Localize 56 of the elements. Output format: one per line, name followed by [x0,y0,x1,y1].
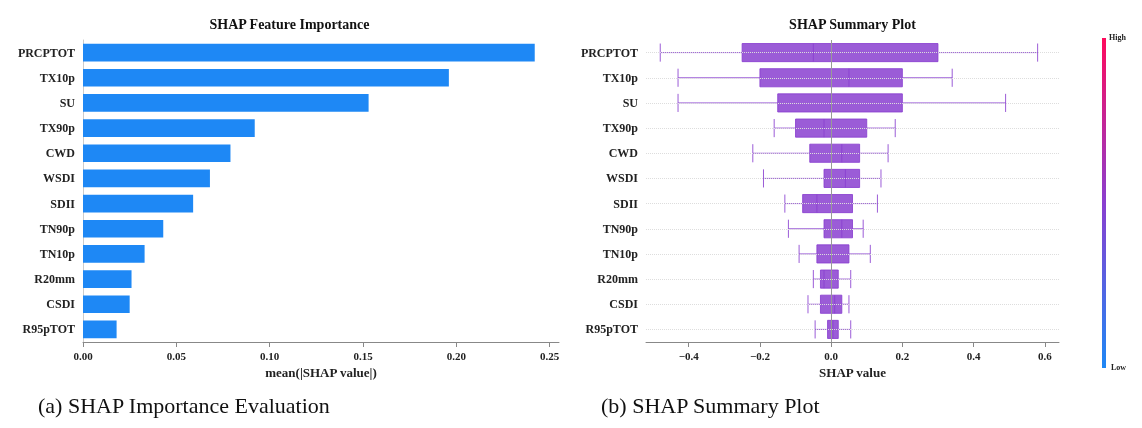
y-tick-label: SU [622,95,639,110]
y-tick-label: R20mm [597,272,638,287]
x-tick-label: 0.25 [540,349,560,362]
bar [83,295,130,314]
y-tick-label: SDII [613,196,639,211]
y-tick-label: SU [59,95,76,110]
y-tick-label: CWD [608,146,639,161]
x-tick-label: 0.00 [73,349,94,362]
x-tick-label: −0.4 [678,349,700,362]
x-tick-label: 0.20 [446,349,467,362]
y-tick-label: PRCPTOT [580,45,638,60]
y-tick-label: CSDI [46,297,76,312]
y-tick-label: TN90p [39,221,76,236]
bar [83,144,231,163]
x-tick-label: 0.4 [966,349,981,362]
y-tick-label: TN10p [39,246,76,261]
text: (b) SHAP Summary Plot [601,392,820,418]
y-tick-label: TX90p [39,121,76,136]
x-tick-label: 0.2 [895,349,910,362]
x-tick-label: 0.0 [824,349,839,362]
y-tick-label: R95pTOT [585,322,638,337]
bar [83,320,117,339]
bar [83,219,164,238]
y-tick-label: CSDI [609,297,639,312]
color-bar-label: Low [1110,362,1127,372]
y-tick-label: PRCPTOT [17,45,75,60]
y-tick-label: TX10p [602,70,639,85]
bar [83,43,535,62]
y-tick-label: TN10p [602,246,639,261]
y-tick-label: R95pTOT [22,322,75,337]
bar [83,194,194,213]
y-tick-label: TX10p [39,70,76,85]
chart-title: SHAP Feature Importance [209,16,370,32]
y-tick-label: TN90p [602,221,639,236]
y-tick-label: CWD [45,146,76,161]
x-axis-title: SHAP value [819,365,887,380]
x-tick-label: 0.10 [260,349,280,362]
x-tick-label: 0.05 [166,349,187,362]
y-tick-label: SDII [50,196,76,211]
bar [83,119,255,137]
y-tick-label: WSDI [42,171,76,186]
y-tick-label: TX90p [602,121,639,136]
x-tick-label: 0.15 [353,349,374,362]
y-tick-label: WSDI [605,171,639,186]
x-tick-label: 0.6 [1037,349,1053,362]
bar [83,169,210,188]
x-axis-title: mean(|SHAP value|) [265,365,377,380]
bar [83,270,132,288]
x-tick-label: −0.2 [749,349,771,362]
bar [83,245,145,263]
text: (a) SHAP Importance Evaluation [38,392,330,418]
chart-title: SHAP Summary Plot [789,16,917,32]
color-bar-label: High [1109,32,1127,42]
bar [83,68,449,87]
y-tick-label: R20mm [34,272,75,287]
bar [83,94,369,112]
